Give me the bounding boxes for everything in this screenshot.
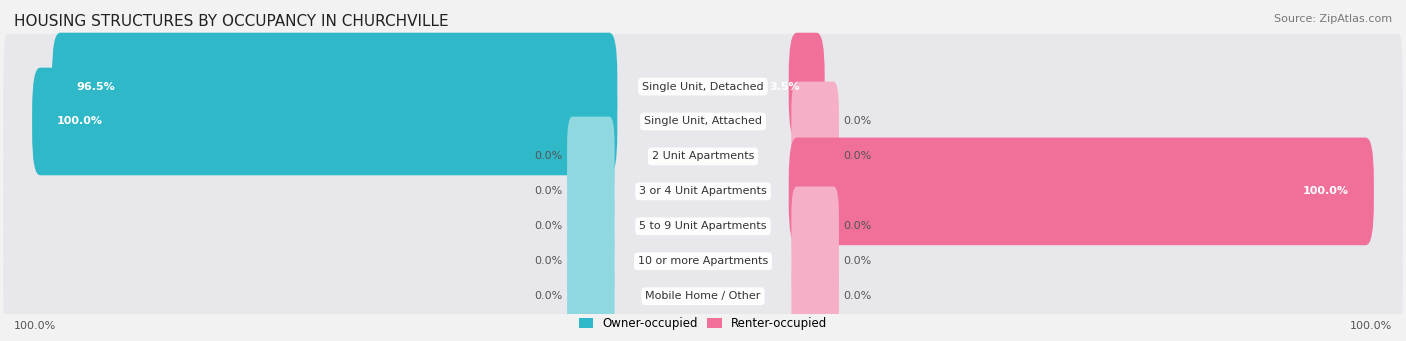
FancyBboxPatch shape: [789, 33, 825, 140]
FancyBboxPatch shape: [567, 221, 614, 301]
FancyBboxPatch shape: [3, 91, 1403, 222]
FancyBboxPatch shape: [567, 256, 614, 336]
FancyBboxPatch shape: [567, 151, 614, 231]
Text: 100.0%: 100.0%: [56, 117, 103, 127]
Text: 0.0%: 0.0%: [844, 291, 872, 301]
Legend: Owner-occupied, Renter-occupied: Owner-occupied, Renter-occupied: [574, 313, 832, 335]
FancyBboxPatch shape: [567, 187, 614, 266]
Text: Single Unit, Attached: Single Unit, Attached: [644, 117, 762, 127]
FancyBboxPatch shape: [3, 161, 1403, 292]
FancyBboxPatch shape: [789, 137, 1374, 245]
Text: 0.0%: 0.0%: [534, 221, 562, 231]
FancyBboxPatch shape: [3, 126, 1403, 257]
Text: 100.0%: 100.0%: [1303, 187, 1350, 196]
FancyBboxPatch shape: [3, 196, 1403, 327]
FancyBboxPatch shape: [567, 117, 614, 196]
FancyBboxPatch shape: [792, 256, 839, 336]
FancyBboxPatch shape: [792, 221, 839, 301]
Text: 2 Unit Apartments: 2 Unit Apartments: [652, 151, 754, 161]
Text: Mobile Home / Other: Mobile Home / Other: [645, 291, 761, 301]
Text: 3.5%: 3.5%: [769, 81, 800, 91]
Text: 3 or 4 Unit Apartments: 3 or 4 Unit Apartments: [640, 187, 766, 196]
Text: 96.5%: 96.5%: [77, 81, 115, 91]
Text: Single Unit, Detached: Single Unit, Detached: [643, 81, 763, 91]
Text: Source: ZipAtlas.com: Source: ZipAtlas.com: [1274, 14, 1392, 24]
Text: 5 to 9 Unit Apartments: 5 to 9 Unit Apartments: [640, 221, 766, 231]
Text: 100.0%: 100.0%: [1350, 321, 1392, 331]
Text: 0.0%: 0.0%: [534, 151, 562, 161]
Text: 0.0%: 0.0%: [844, 151, 872, 161]
Text: 0.0%: 0.0%: [534, 256, 562, 266]
FancyBboxPatch shape: [3, 56, 1403, 187]
Text: 10 or more Apartments: 10 or more Apartments: [638, 256, 768, 266]
FancyBboxPatch shape: [792, 81, 839, 161]
Text: 0.0%: 0.0%: [534, 187, 562, 196]
FancyBboxPatch shape: [792, 117, 839, 196]
Text: 0.0%: 0.0%: [844, 117, 872, 127]
Text: 100.0%: 100.0%: [14, 321, 56, 331]
Text: 0.0%: 0.0%: [534, 291, 562, 301]
Text: HOUSING STRUCTURES BY OCCUPANCY IN CHURCHVILLE: HOUSING STRUCTURES BY OCCUPANCY IN CHURC…: [14, 14, 449, 29]
FancyBboxPatch shape: [792, 187, 839, 266]
Text: 0.0%: 0.0%: [844, 221, 872, 231]
FancyBboxPatch shape: [32, 68, 617, 175]
FancyBboxPatch shape: [3, 231, 1403, 341]
Text: 0.0%: 0.0%: [844, 256, 872, 266]
FancyBboxPatch shape: [3, 21, 1403, 152]
FancyBboxPatch shape: [52, 33, 617, 140]
